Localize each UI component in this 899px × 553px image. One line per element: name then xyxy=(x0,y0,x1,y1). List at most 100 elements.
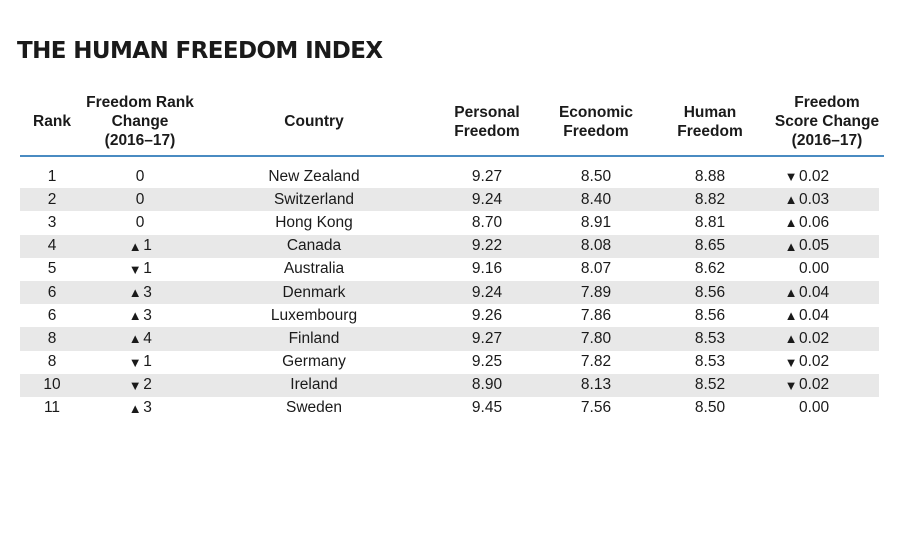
country-cell: Canada xyxy=(286,237,342,255)
rank-change-value: 0 xyxy=(135,213,145,231)
personal-freedom-cell: 9.22 xyxy=(471,237,503,255)
rank-change-cell: ▲ 1 xyxy=(84,235,196,258)
human-freedom-cell: 8.62 xyxy=(694,260,726,278)
economic-freedom-cell: 8.08 xyxy=(580,237,612,255)
score-change-cell: ▲ 0.04 xyxy=(770,281,884,304)
personal-freedom-cell: 8.90 xyxy=(471,376,503,394)
score-change-value: 0.02 xyxy=(799,167,830,185)
table-body: 1 0 New Zealand 9.27 8.50 8.88 ▼ 0.02 2 0 Switzerl… xyxy=(20,165,879,420)
rank-change-cell: ▲ 4 xyxy=(84,327,196,350)
header-score-change: Freedom Score Change (2016–17) xyxy=(774,94,880,149)
rank-change-cell: ▲ 3 xyxy=(84,397,196,420)
score-change-value: 0.05 xyxy=(799,237,830,255)
country-cell: Luxembourg xyxy=(270,306,358,324)
country-cell: Sweden xyxy=(285,399,342,417)
personal-freedom-cell: 9.26 xyxy=(471,306,503,324)
up-triangle-icon: ▲ xyxy=(128,308,142,324)
rank-change-value: 0 xyxy=(135,167,145,185)
header-country: Country xyxy=(284,113,344,130)
country-cell: Germany xyxy=(282,353,346,371)
up-triangle-icon: ▲ xyxy=(784,331,798,347)
country-cell: Denmark xyxy=(282,283,346,301)
rank-change-value: 3 xyxy=(143,283,152,301)
score-change-cell: ▲ 0.03 xyxy=(770,188,884,211)
table-row: 6 ▲ 3 Luxembourg 9.26 7.86 8.56 ▲ 0.04 xyxy=(20,304,879,327)
economic-freedom-cell: 7.82 xyxy=(580,353,612,371)
table-row: 3 0 Hong Kong 8.70 8.91 8.81 ▲ 0.06 xyxy=(20,211,879,234)
human-freedom-cell: 8.82 xyxy=(694,190,726,208)
table-row: 8 ▼ 1 Germany 9.25 7.82 8.53 ▼ 0.02 xyxy=(20,351,879,374)
human-freedom-cell: 8.65 xyxy=(694,237,726,255)
economic-freedom-cell: 8.40 xyxy=(580,190,612,208)
table-row: 8 ▲ 4 Finland 9.27 7.80 8.53 ▲ 0.02 xyxy=(20,327,879,351)
score-change-value: 0.02 xyxy=(799,376,830,394)
down-triangle-icon: ▼ xyxy=(784,354,798,370)
down-triangle-icon: ▼ xyxy=(128,261,142,277)
rank-change-cell: ▲ 3 xyxy=(84,304,196,327)
personal-freedom-cell: 9.45 xyxy=(471,399,503,417)
economic-freedom-cell: 8.91 xyxy=(580,213,612,231)
down-triangle-icon: ▼ xyxy=(128,377,142,393)
score-change-cell: ▲ 0.04 xyxy=(770,304,884,327)
score-change-cell: ▲ 0.02 xyxy=(770,327,884,350)
score-change-value: 0.02 xyxy=(799,353,830,371)
human-freedom-cell: 8.56 xyxy=(694,283,726,301)
rank-change-value: 0 xyxy=(135,190,145,208)
personal-freedom-cell: 9.27 xyxy=(471,167,503,185)
personal-freedom-cell: 9.24 xyxy=(471,190,503,208)
down-triangle-icon: ▼ xyxy=(784,377,798,393)
page-title: THE HUMAN FREEDOM INDEX xyxy=(17,38,383,64)
header-rank-change: Freedom Rank Change (2016–17) xyxy=(86,94,194,149)
rank-cell: 8 xyxy=(47,353,57,371)
freedom-index-table: Rank Freedom Rank Change (2016–17) Count… xyxy=(20,88,884,420)
up-triangle-icon: ▲ xyxy=(784,238,798,254)
rank-change-cell: ▼ 1 xyxy=(84,351,196,374)
country-cell: Ireland xyxy=(290,376,338,394)
rank-cell: 6 xyxy=(47,283,57,301)
header-economic-freedom: Economic Freedom xyxy=(558,103,634,140)
human-freedom-cell: 8.56 xyxy=(694,306,726,324)
rank-change-cell: ▼ 1 xyxy=(84,258,196,281)
country-cell: Australia xyxy=(283,260,345,278)
down-triangle-icon: ▼ xyxy=(128,354,142,370)
score-change-cell: ▲ 0.05 xyxy=(770,235,884,258)
rank-change-cell: 0 xyxy=(84,165,196,188)
rank-cell: 10 xyxy=(43,376,61,394)
rank-cell: 6 xyxy=(47,306,57,324)
economic-freedom-cell: 7.56 xyxy=(580,399,612,417)
rank-change-cell: 0 xyxy=(84,188,196,211)
table-row: 1 0 New Zealand 9.27 8.50 8.88 ▼ 0.02 xyxy=(20,165,879,188)
economic-freedom-cell: 8.50 xyxy=(580,167,612,185)
human-freedom-cell: 8.50 xyxy=(694,399,726,417)
up-triangle-icon: ▲ xyxy=(128,238,142,254)
score-change-value: 0.06 xyxy=(799,213,830,231)
header-human-freedom: Human Freedom xyxy=(677,103,743,140)
economic-freedom-cell: 7.89 xyxy=(580,283,612,301)
rank-cell: 1 xyxy=(47,167,57,185)
score-change-value: 0.00 xyxy=(799,399,830,417)
rank-cell: 4 xyxy=(47,237,57,255)
human-freedom-cell: 8.52 xyxy=(694,376,726,394)
up-triangle-icon: ▲ xyxy=(784,308,798,324)
economic-freedom-cell: 7.80 xyxy=(580,329,612,347)
score-change-cell: 0.00 xyxy=(770,397,884,420)
rank-cell: 5 xyxy=(47,260,57,278)
score-change-value: 0.04 xyxy=(799,306,830,324)
score-change-value: 0.03 xyxy=(799,190,830,208)
personal-freedom-cell: 9.24 xyxy=(471,283,503,301)
score-change-cell: ▼ 0.02 xyxy=(770,351,884,374)
personal-freedom-cell: 9.16 xyxy=(471,260,503,278)
personal-freedom-cell: 8.70 xyxy=(471,213,503,231)
country-cell: New Zealand xyxy=(268,167,360,185)
score-change-cell: ▼ 0.02 xyxy=(770,165,884,188)
human-freedom-cell: 8.53 xyxy=(694,353,726,371)
table-header: Rank Freedom Rank Change (2016–17) Count… xyxy=(20,88,884,155)
header-divider xyxy=(20,155,884,157)
score-change-value: 0.00 xyxy=(799,260,830,278)
rank-change-value: 1 xyxy=(143,353,152,371)
table-row: 2 0 Switzerland 9.24 8.40 8.82 ▲ 0.03 xyxy=(20,188,879,212)
rank-change-cell: 0 xyxy=(84,211,196,234)
rank-change-value: 2 xyxy=(143,376,152,394)
human-freedom-cell: 8.81 xyxy=(694,213,726,231)
up-triangle-icon: ▲ xyxy=(128,285,142,301)
